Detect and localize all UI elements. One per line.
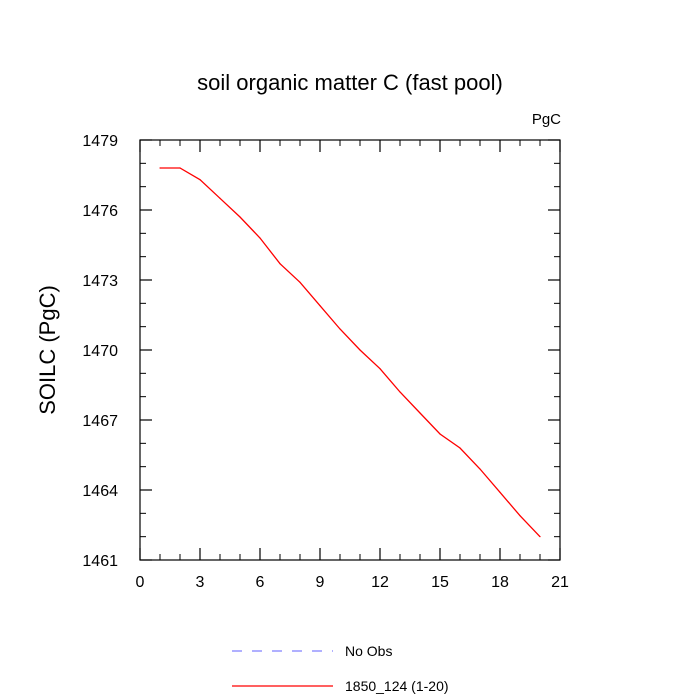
data-point <box>179 167 181 169</box>
data-point <box>519 515 521 517</box>
data-point <box>299 281 301 283</box>
y-tick-label: 1461 <box>82 553 118 570</box>
data-point <box>499 491 501 493</box>
data-point <box>159 167 161 169</box>
y-tick-label: 1464 <box>82 483 118 500</box>
x-tick-label: 0 <box>136 574 145 591</box>
chart-title: soil organic matter C (fast pool) <box>197 70 503 95</box>
data-point <box>359 349 361 351</box>
data-point <box>199 179 201 181</box>
plot-series <box>159 167 541 538</box>
data-point <box>259 237 261 239</box>
x-tick-label: 15 <box>431 574 449 591</box>
data-point <box>239 216 241 218</box>
data-point <box>379 368 381 370</box>
data-point <box>419 412 421 414</box>
series-line-1 <box>160 167 541 538</box>
y-tick-label: 1476 <box>82 203 118 220</box>
data-point <box>479 468 481 470</box>
x-tick-label: 9 <box>316 574 325 591</box>
x-tick-label: 6 <box>256 574 265 591</box>
plot-frame <box>139 139 561 561</box>
x-tick-label: 18 <box>491 574 509 591</box>
x-tick-label: 12 <box>371 574 389 591</box>
y-tick-label: 1467 <box>82 413 118 430</box>
data-point <box>279 263 281 265</box>
y-tick-label: 1479 <box>82 133 118 150</box>
x-tick-label: 3 <box>196 574 205 591</box>
data-point <box>459 447 461 449</box>
data-point <box>339 328 341 330</box>
data-point <box>439 433 441 435</box>
y-tick-label: 1473 <box>82 273 118 290</box>
y-axis-label: SOILC (PgC) <box>35 285 60 415</box>
axis-ticks: 0 3 6 9 12 15 18 21 1461 1464 1467 1470 1473 1476 1479 <box>82 133 569 591</box>
legend-label: No Obs <box>345 643 392 659</box>
x-tick-label: 21 <box>551 574 569 591</box>
data-point <box>539 536 541 538</box>
y-tick-label: 1470 <box>82 343 118 360</box>
data-point <box>399 391 401 393</box>
legend: No Obs 1850_124 (1-20) <box>232 643 449 694</box>
data-point <box>219 197 221 199</box>
data-point <box>319 305 321 307</box>
legend-label: 1850_124 (1-20) <box>345 678 449 694</box>
units-label: PgC <box>532 111 561 128</box>
